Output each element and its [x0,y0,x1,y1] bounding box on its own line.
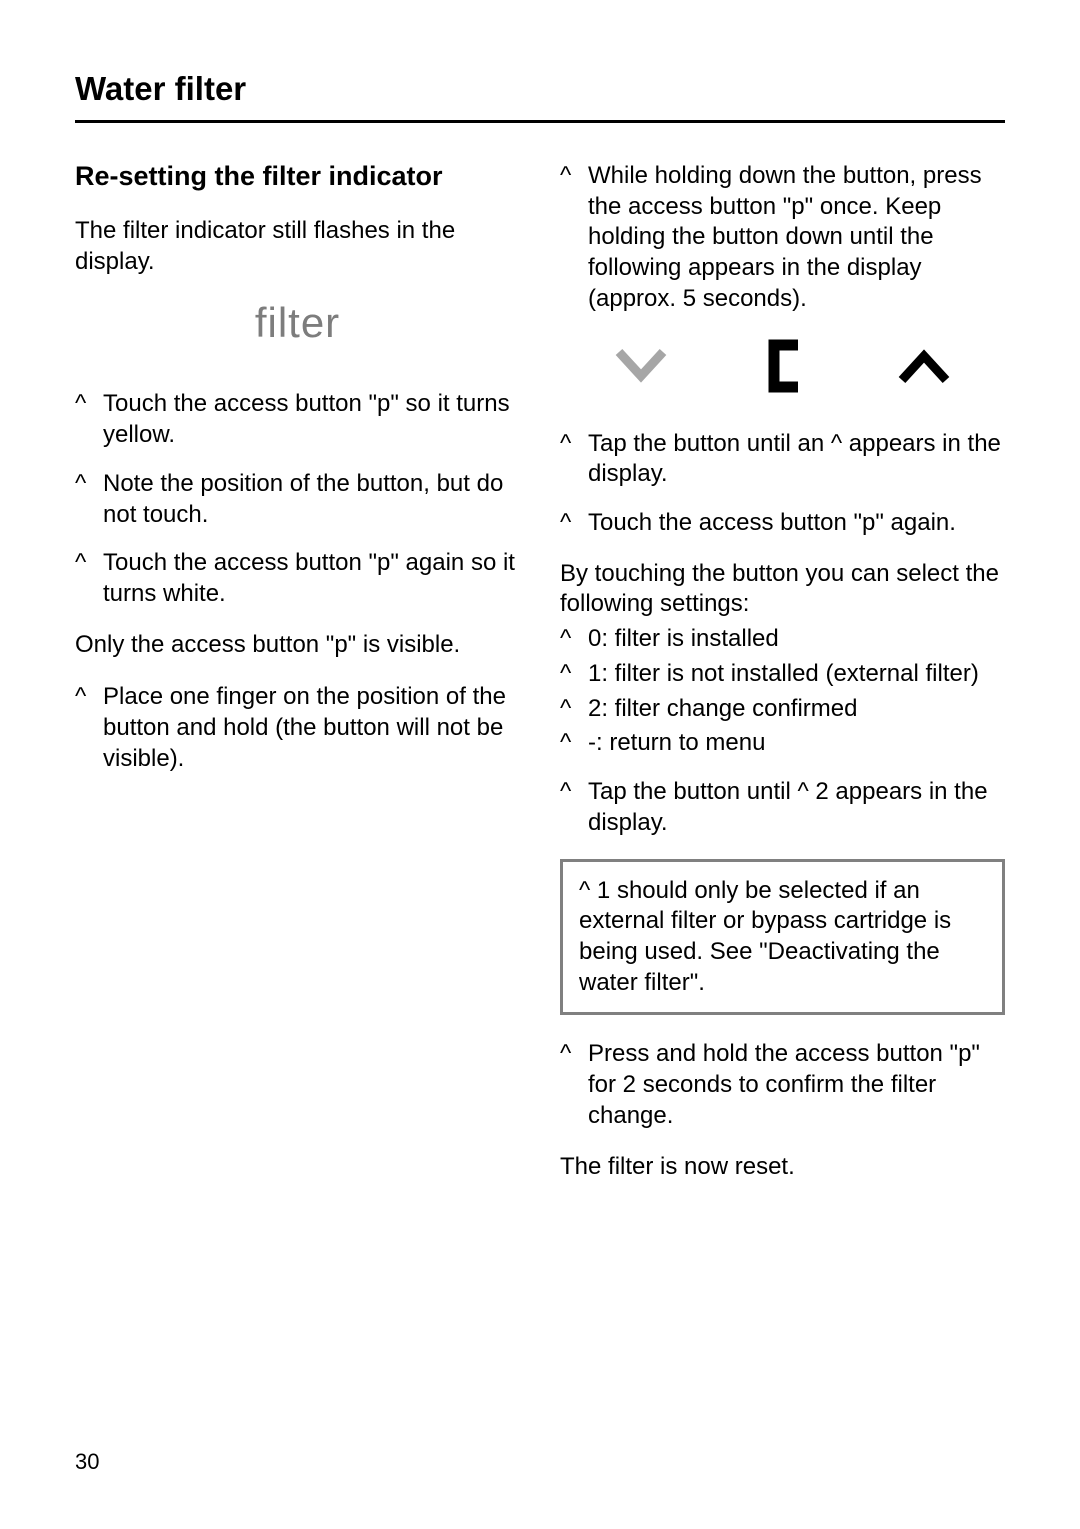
letter-c-icon [752,335,812,397]
mid-paragraph: Only the access button "p" is visible. [75,630,520,661]
document-page: Water filter Re-setting the filter indic… [0,0,1080,1529]
setting-item: -: return to menu [560,728,1005,759]
intro-paragraph: The filter indicator still flashes in th… [75,216,520,277]
step-item: Note the position of the button, but do … [75,469,520,530]
step-item: Tap the button until an ^ appears in the… [560,429,1005,490]
chevron-up-icon [894,342,954,390]
settings-list: 0: filter is installed 1: filter is not … [560,624,1005,759]
display-symbol-row [570,335,995,397]
step-item: Touch the access button "p" so it turns … [75,389,520,450]
step-list-right-3: Tap the button until ^ 2 appears in the … [560,777,1005,838]
setting-item: 0: filter is installed [560,624,1005,655]
setting-item: 1: filter is not installed (external fil… [560,659,1005,690]
right-column: While holding down the button, press the… [560,161,1005,1204]
step-item: Tap the button until ^ 2 appears in the … [560,777,1005,838]
section-subhead: Re-setting the filter indicator [75,161,520,192]
step-list-right-2: Tap the button until an ^ appears in the… [560,429,1005,539]
step-item: Touch the access button "p" again. [560,508,1005,539]
step-list-right-4: Press and hold the access button "p" for… [560,1039,1005,1131]
setting-item: 2: filter change confirmed [560,694,1005,725]
step-list-left-1: Touch the access button "p" so it turns … [75,389,520,609]
step-list-right-1: While holding down the button, press the… [560,161,1005,315]
step-item: While holding down the button, press the… [560,161,1005,315]
left-column: Re-setting the filter indicator The filt… [75,161,520,1204]
page-title: Water filter [75,70,1005,123]
settings-intro: By touching the button you can select th… [560,559,1005,620]
step-item: Touch the access button "p" again so it … [75,548,520,609]
step-item: Place one finger on the position of the … [75,682,520,774]
step-list-left-2: Place one finger on the position of the … [75,682,520,774]
display-readout-filter: filter [75,299,520,347]
chevron-down-icon [611,342,671,390]
step-item: Press and hold the access button "p" for… [560,1039,1005,1131]
closing-paragraph: The filter is now reset. [560,1152,1005,1183]
callout-box: ^ 1 should only be selected if an extern… [560,859,1005,1016]
two-column-layout: Re-setting the filter indicator The filt… [75,161,1005,1204]
page-number: 30 [75,1449,99,1475]
